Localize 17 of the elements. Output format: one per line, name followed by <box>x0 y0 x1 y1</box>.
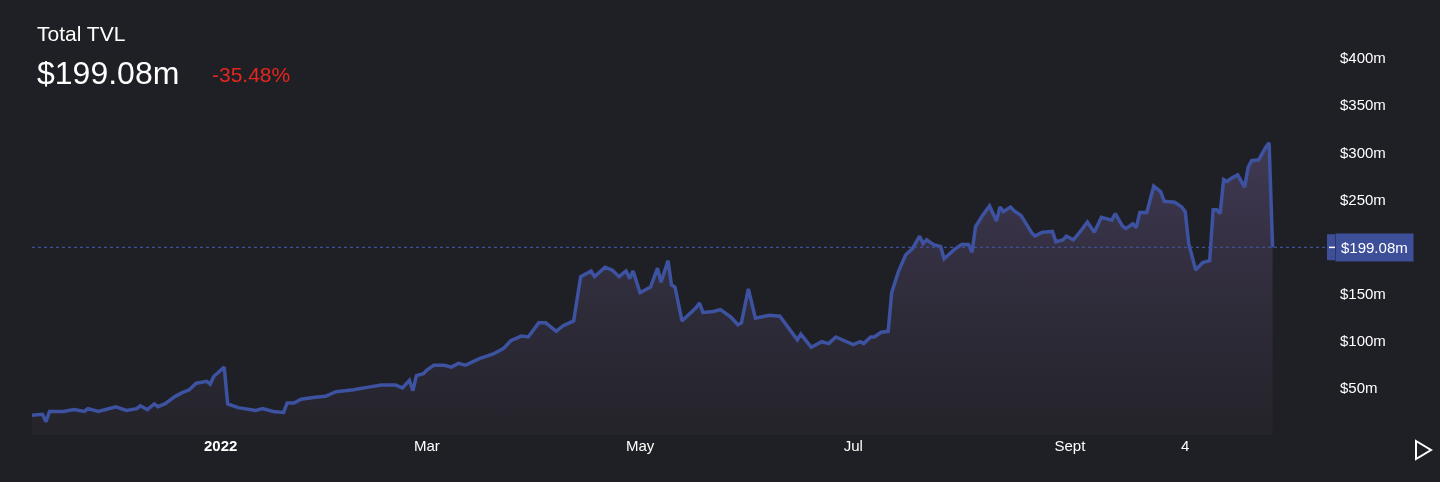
y-tick-label: $50m <box>1340 379 1378 397</box>
y-tick-label: $250m <box>1340 190 1386 208</box>
x-tick-label: 4 <box>1181 437 1190 454</box>
y-tick-label: $400m <box>1340 49 1386 67</box>
ref-line-label: $199.08m <box>1341 239 1408 256</box>
x-tick-label: Jul <box>843 437 863 454</box>
annotation: -35.48% <box>212 63 291 86</box>
x-tick-label: Mar <box>413 437 440 454</box>
y-tick-label: $350m <box>1340 96 1386 114</box>
y-tick-label: $150m <box>1340 284 1386 302</box>
x-tick-label: Sept <box>1054 437 1087 454</box>
y-tick-label: $100m <box>1340 332 1386 349</box>
y-tick-label: $300m <box>1340 143 1386 161</box>
x-tick-label: May <box>625 437 655 454</box>
x-tick-label: 2022 <box>204 437 238 454</box>
chart-subtitle: $199.08m <box>37 55 180 91</box>
chart-title: Total TVL <box>37 22 126 46</box>
